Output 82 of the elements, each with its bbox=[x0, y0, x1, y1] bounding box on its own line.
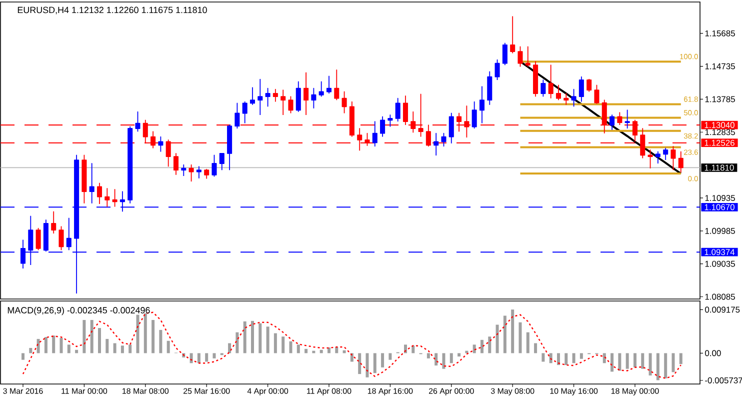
bar bbox=[82, 320, 86, 354]
bar bbox=[549, 353, 552, 364]
bar bbox=[144, 313, 147, 354]
bar bbox=[412, 346, 415, 354]
y-tick-label: 1.08085 bbox=[705, 294, 735, 300]
bar bbox=[320, 350, 323, 354]
bar bbox=[480, 340, 484, 354]
bar bbox=[136, 314, 140, 354]
bar bbox=[159, 330, 162, 354]
text: MACD(9,26,9) -0.002345 -0.002496 bbox=[8, 306, 150, 316]
bar bbox=[60, 338, 63, 354]
bar bbox=[113, 343, 116, 354]
bar bbox=[358, 353, 362, 374]
bar bbox=[450, 353, 453, 364]
bar bbox=[274, 333, 277, 354]
bar bbox=[580, 353, 583, 359]
bar bbox=[679, 353, 682, 364]
bar bbox=[266, 326, 270, 354]
bar bbox=[373, 353, 376, 374]
bar bbox=[503, 316, 506, 354]
bar bbox=[564, 353, 568, 366]
bar bbox=[472, 344, 476, 354]
bar bbox=[656, 353, 660, 380]
bar bbox=[350, 353, 354, 362]
bar bbox=[250, 320, 254, 354]
bar bbox=[426, 353, 430, 358]
bar bbox=[542, 353, 545, 362]
bar bbox=[610, 353, 614, 372]
bar bbox=[381, 353, 384, 368]
bar bbox=[67, 344, 70, 354]
bar bbox=[236, 332, 239, 354]
bar bbox=[511, 310, 514, 354]
bar bbox=[518, 322, 522, 354]
bar bbox=[641, 353, 644, 369]
bar bbox=[282, 336, 285, 354]
bar bbox=[75, 350, 78, 354]
bar bbox=[618, 353, 622, 371]
bar bbox=[228, 343, 232, 354]
bar bbox=[205, 353, 208, 362]
bar bbox=[296, 344, 300, 354]
bar bbox=[197, 353, 200, 364]
bar bbox=[366, 353, 369, 378]
bar bbox=[496, 324, 499, 354]
bar bbox=[633, 353, 636, 368]
bar bbox=[98, 328, 101, 354]
bar bbox=[52, 336, 56, 354]
bar bbox=[212, 353, 216, 358]
bar bbox=[648, 353, 652, 376]
bar bbox=[243, 321, 246, 354]
bar bbox=[128, 344, 132, 354]
bar bbox=[488, 336, 492, 354]
y-tick-label: -0.005737 bbox=[705, 377, 742, 384]
bar bbox=[22, 353, 24, 360]
bar bbox=[534, 343, 538, 354]
bar bbox=[442, 353, 446, 369]
bar bbox=[434, 353, 438, 366]
bar bbox=[526, 332, 530, 354]
bar bbox=[556, 353, 560, 366]
bar bbox=[166, 340, 170, 354]
bar bbox=[289, 341, 292, 354]
bar bbox=[672, 353, 675, 372]
bar bbox=[120, 346, 124, 354]
bar bbox=[327, 347, 330, 354]
y-tick-label: 0.00 bbox=[705, 350, 721, 356]
bar bbox=[458, 353, 461, 356]
bar bbox=[258, 323, 262, 354]
bar bbox=[335, 347, 338, 354]
bar bbox=[29, 348, 32, 354]
bar bbox=[190, 353, 193, 364]
bar bbox=[626, 353, 629, 369]
bar bbox=[388, 353, 392, 360]
bar bbox=[572, 353, 576, 364]
y-tick-label: 1.09035 bbox=[705, 260, 735, 267]
bar bbox=[664, 353, 668, 378]
bar bbox=[152, 320, 155, 354]
bar bbox=[602, 353, 606, 364]
bar bbox=[304, 348, 308, 354]
bar bbox=[90, 320, 94, 354]
bar bbox=[106, 338, 109, 354]
bar bbox=[36, 338, 40, 354]
y-tick-label: 0.009175 bbox=[705, 306, 740, 313]
bar bbox=[44, 337, 48, 354]
